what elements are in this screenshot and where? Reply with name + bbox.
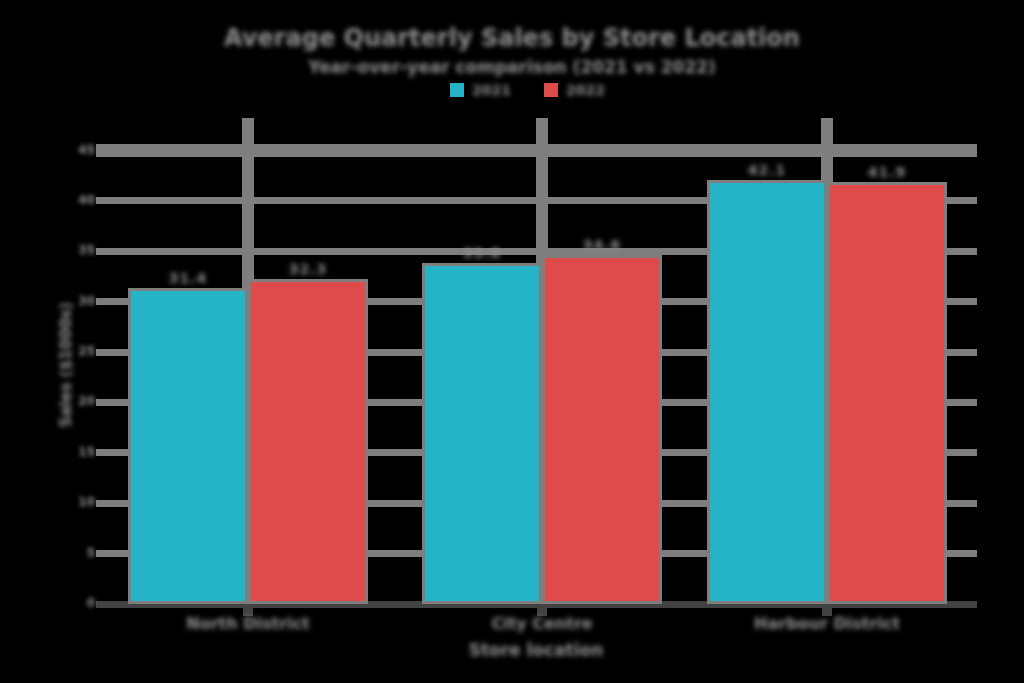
bar-value-label: 31.4 [128,270,248,286]
chart-title: Average Quarterly Sales by Store Locatio… [0,24,1024,52]
bar-2022-0[interactable] [248,279,368,605]
x-axis-label: Store location [0,640,1024,660]
legend-label-series1: 2021 [472,83,524,97]
x-category-label: Harbour District [727,614,927,633]
bar-value-label: 33.8 [422,245,542,261]
bar-value-label: 41.9 [827,164,947,180]
y-axis-label: Sales ($1000s) [57,255,75,475]
bar-value-label: 32.3 [248,261,368,277]
bar-chart: Average Quarterly Sales by Store Locatio… [0,0,1024,683]
legend-swatch-series2 [544,83,558,97]
y-tick-label: 0 [55,596,95,610]
bar-2022-2[interactable] [827,182,947,604]
bar-value-label: 42.1 [707,162,827,178]
bar-value-label: 34.6 [542,237,662,253]
bar-2021-0[interactable] [128,288,248,604]
y-tick-label: 40 [55,193,95,207]
y-tick-label: 25 [55,344,95,358]
legend-label-series2: 2022 [566,83,618,97]
x-category-label: North District [148,614,348,633]
y-tick-label: 30 [55,294,95,308]
bar-2021-1[interactable] [422,263,542,604]
y-tick-label: 20 [55,394,95,408]
y-tick-label: 45 [55,143,95,157]
chart-subtitle: Year-over-year comparison (2021 vs 2022) [0,57,1024,77]
legend-swatch-series1 [450,83,464,97]
y-tick-label: 5 [55,546,95,560]
y-tick-label: 35 [55,243,95,257]
bar-2021-2[interactable] [707,180,827,604]
x-category-label: City Centre [442,614,642,633]
legend: 2021 2022 [22,82,1024,98]
bar-2022-1[interactable] [542,255,662,604]
y-tick-label: 10 [55,495,95,509]
y-tick-label: 15 [55,445,95,459]
